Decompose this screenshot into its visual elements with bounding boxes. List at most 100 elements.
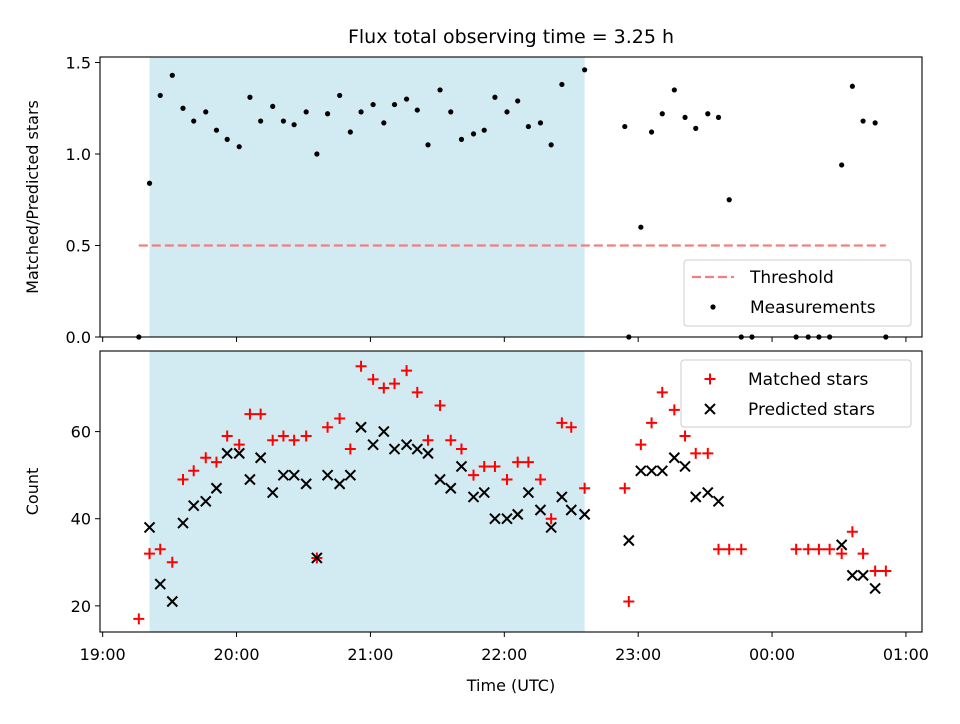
matched-star-point [468, 469, 480, 481]
matched-star-point [455, 443, 467, 455]
x-tick-label: 21:00 [347, 645, 393, 664]
measurement-point [448, 109, 454, 115]
plot-frame [99, 56, 923, 338]
matched-star-point [244, 408, 256, 420]
measurement-point [659, 111, 665, 117]
matched-star-point [545, 513, 557, 525]
y-tick-label: 40 [71, 510, 91, 529]
predicted-star-point [188, 499, 200, 512]
legend-box [680, 359, 912, 428]
predicted-star-point [656, 465, 668, 477]
measurement-point [169, 72, 175, 78]
matched-star-point [367, 373, 379, 385]
predicted-star-point [321, 469, 334, 481]
predicted-star-point [422, 447, 434, 460]
ratio-panel: 0.0 0.5 1.0 1.5 Matched/Predicted stars Thres… [23, 53, 923, 347]
plot-frame [99, 350, 923, 633]
matched-star-point [478, 460, 490, 472]
matched-star-point [857, 548, 869, 560]
matched-star-point [623, 596, 635, 608]
matched-star-point [802, 543, 814, 555]
matched-star-point [210, 456, 222, 468]
legend-predicted-swatch [704, 403, 716, 415]
predicted-star-point [623, 534, 635, 547]
measurement-point [280, 118, 287, 124]
predicted-star-point [679, 460, 691, 473]
x-tick-label: 23:00 [615, 645, 661, 664]
measurement-point [548, 142, 554, 148]
matched-star-point [422, 434, 434, 446]
matched-star-point [735, 543, 747, 555]
matched-star-point [300, 430, 312, 442]
measurement-point [481, 127, 487, 133]
matched-star-point [267, 434, 279, 446]
measurement-point [224, 136, 230, 142]
predicted-star-point [635, 465, 647, 477]
x-axis-label: Time (UTC) [466, 676, 555, 695]
y-axis-label: Count [23, 468, 42, 516]
matched-star-point [233, 439, 245, 451]
y-axis-label: Matched/Predicted stars [23, 100, 42, 294]
observing-span-shade [149, 57, 585, 337]
measurement-point [458, 136, 465, 142]
matched-star-point [824, 543, 836, 555]
predicted-star-point [712, 495, 725, 508]
predicted-star-point [565, 504, 577, 516]
predicted-star-point [489, 513, 501, 525]
matched-star-point [401, 365, 413, 377]
matched-star-point [166, 556, 178, 568]
matched-star-point [445, 434, 457, 446]
measurement-point [180, 105, 186, 111]
legend-threshold-label: Threshold [749, 268, 834, 288]
measurement-point [403, 96, 410, 102]
measurement-point [314, 151, 320, 157]
matched-star-point [723, 543, 735, 555]
matched-star-point [619, 482, 631, 494]
predicted-star-point [300, 478, 312, 490]
measurement-point [146, 180, 153, 186]
predicted-star-point [857, 569, 869, 582]
matched-star-point [378, 382, 390, 394]
x-tick-label: 00:00 [749, 645, 795, 664]
measurement-point [537, 120, 544, 126]
predicted-star-point [511, 508, 524, 521]
predicted-star-point [534, 504, 547, 516]
matched-star-point [790, 543, 802, 555]
measurement-point [347, 129, 353, 135]
y-tick-label: 60 [71, 423, 91, 442]
predicted-star-point [355, 421, 367, 433]
measurement-point [849, 83, 855, 89]
measurement-point [525, 123, 532, 130]
matched-star-point [344, 443, 356, 455]
matched-star-point [522, 456, 534, 468]
measurement-point [860, 118, 866, 124]
measurement-point [414, 107, 420, 113]
x-tick-label: 22:00 [481, 645, 527, 664]
y-tick-label: 0.0 [66, 328, 91, 347]
measurement-point [705, 111, 711, 117]
predicted-star-point [254, 452, 267, 464]
matched-star-point [635, 439, 647, 451]
measurement-point [258, 118, 264, 124]
legend-top: Threshold Measurements [683, 259, 912, 327]
predicted-star-point [143, 521, 156, 534]
legend-measurement-swatch [710, 304, 716, 310]
matched-star-point [565, 421, 577, 433]
matched-star-point [334, 413, 346, 425]
measurement-point [247, 94, 253, 100]
predicted-star-point [210, 482, 223, 494]
measurement-point [303, 109, 309, 115]
y-tick-label: 20 [71, 597, 91, 616]
measurement-point [191, 118, 197, 124]
matched-star-point [534, 474, 546, 486]
matched-star-point [702, 447, 714, 459]
matched-star-point [836, 548, 848, 560]
measurement-point [693, 125, 699, 131]
matched-star-point [512, 456, 524, 468]
matched-star-point [690, 447, 702, 459]
predicted-star-point [522, 486, 535, 499]
measurement-point [370, 101, 376, 108]
observing-span-shade [149, 351, 585, 632]
predicted-star-point [467, 491, 480, 503]
